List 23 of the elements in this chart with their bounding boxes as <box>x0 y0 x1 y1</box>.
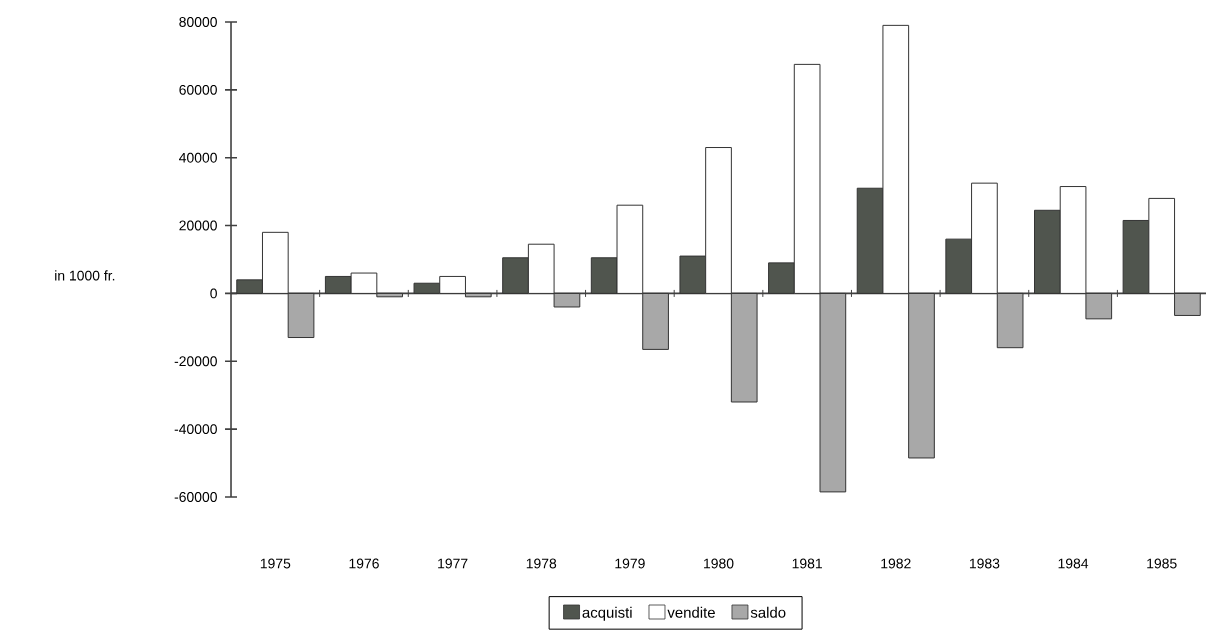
legend-label: acquisti <box>582 606 632 621</box>
x-tick-label: 1984 <box>1058 558 1089 569</box>
x-tick-label: 1981 <box>792 558 822 569</box>
x-tick-label: 1976 <box>349 558 379 569</box>
x-tick-label: 1983 <box>969 558 1000 569</box>
y-tick-label: -60000 <box>174 492 217 502</box>
x-tick-label: 1980 <box>704 558 734 569</box>
y-tick-label: 80000 <box>179 17 217 27</box>
x-tick-label: 1977 <box>438 558 468 569</box>
y-tick-label: 40000 <box>179 152 217 163</box>
x-tick-label: 1985 <box>1147 558 1177 569</box>
x-tick-label: 1982 <box>881 558 911 569</box>
y-tick-label: 20000 <box>179 220 217 231</box>
y-tick-label: -40000 <box>174 424 217 435</box>
legend-label: saldo <box>750 606 786 618</box>
x-tick-label: 1975 <box>260 558 291 569</box>
legend-label: vendite <box>667 606 715 618</box>
x-tick-label: 1978 <box>526 558 557 569</box>
y-tick-label: 0 <box>210 288 217 299</box>
y-axis-title: in 1000 fr. <box>55 270 115 281</box>
y-tick-label: -20000 <box>174 356 217 367</box>
x-tick-label: 1979 <box>615 558 645 569</box>
y-tick-label: 60000 <box>179 84 217 95</box>
